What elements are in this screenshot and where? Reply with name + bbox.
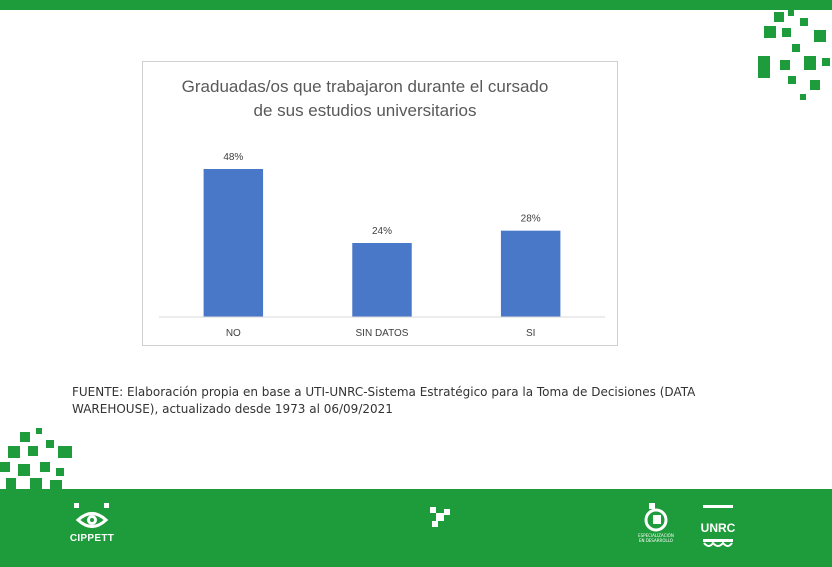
x-tick-label-si: SI: [526, 328, 535, 339]
x-tick-label-no: NO: [226, 328, 241, 339]
bar-no: [203, 169, 264, 317]
bar-sin-datos: [352, 243, 412, 317]
eye-icon: [74, 503, 109, 528]
especializacion-logo: ESPECIALIZACIÓN EN DESARROLLO: [636, 503, 676, 543]
cippett-logo: CIPPETT: [62, 503, 122, 544]
unrc-logo-text: UNRC: [701, 521, 735, 535]
pixel-mark-icon: [430, 507, 452, 534]
bar-chart: Graduadas/os que trabajaron durante el c…: [159, 77, 605, 339]
source-note: FUENTE: Elaboración propia en base a UTI…: [72, 385, 696, 416]
data-label-si: 28%: [521, 214, 541, 225]
cippett-logo-text: CIPPETT: [69, 533, 115, 544]
chart-title-line-2: de sus estudios universitarios: [253, 101, 476, 120]
chart-frame: Graduadas/os que trabajaron durante el c…: [142, 61, 618, 346]
top-brand-bar: [0, 0, 832, 10]
especializacion-logo-text: ESPECIALIZACIÓN EN DESARROLLO: [638, 533, 674, 543]
footer-bar: [0, 489, 832, 567]
unrc-shield-icon: UNRC: [701, 505, 735, 547]
top-right-decoration: [752, 10, 832, 102]
chart-title-line-1: Graduadas/os que trabajaron durante el c…: [182, 77, 549, 96]
data-label-no: 48%: [223, 152, 243, 163]
bar-si: [500, 230, 561, 317]
x-tick-label-sin-datos: SIN DATOS: [356, 328, 409, 339]
emblem-icon: [644, 503, 668, 532]
data-label-sin-datos: 24%: [372, 226, 392, 237]
bottom-left-decoration: [0, 428, 80, 490]
unrc-logo: UNRC: [700, 505, 736, 549]
